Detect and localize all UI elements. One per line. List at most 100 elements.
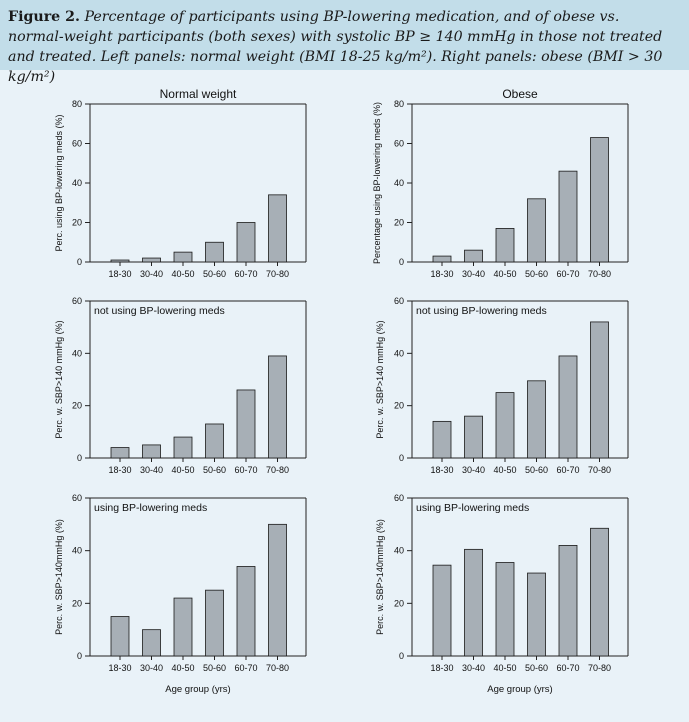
- ob_untreated-bar-18-30: [432, 420, 452, 459]
- nw_untreated-x-tick-label: 70-80: [266, 465, 289, 475]
- nw_untreated-y-tick-label: 40: [72, 348, 82, 358]
- ob_untreated-x-tick-label: 70-80: [588, 465, 611, 475]
- ob_meds-x-tick-label: 70-80: [588, 269, 611, 279]
- nw_treated-bar-70-80: [268, 523, 287, 657]
- ob_meds-title: Obese: [502, 87, 538, 101]
- ob_treated-bar-18-30: [432, 564, 452, 657]
- ob_treated-x-tick-label: 40-50: [493, 663, 516, 673]
- nw_treated-x-tick-label: 50-60: [203, 663, 226, 673]
- nw_untreated-y-tick-label: 0: [77, 453, 82, 463]
- ob_untreated-y-tick-label: 20: [394, 401, 404, 411]
- ob_treated-y-tick-label: 20: [394, 598, 404, 608]
- ob_treated-y-tick-label: 0: [399, 651, 404, 661]
- nw_treated-y-axis-label: Perc. w. SBP>140mmHg (%): [54, 519, 64, 635]
- ob_meds-x-tick-label: 30-40: [462, 269, 485, 279]
- ob_meds-x-tick-label: 40-50: [493, 269, 516, 279]
- ob_meds-bar-30-40: [464, 249, 483, 263]
- nw_meds-x-tick-label: 70-80: [266, 269, 289, 279]
- nw_meds-x-tick-label: 30-40: [140, 269, 163, 279]
- ob_meds-x-tick-label: 60-70: [556, 269, 579, 279]
- chart-grid: 0 20 40 60 80 18-30 30-40 40-50 50-60 60-70 70-80 P…: [54, 87, 629, 695]
- nw_meds-x-tick-label: 60-70: [234, 269, 257, 279]
- ob_meds-x-tick-label: 18-30: [430, 269, 453, 279]
- nw_treated-bar-30-40: [142, 629, 161, 657]
- ob_treated-annotation: using BP-lowering meds: [416, 502, 529, 514]
- nw_untreated-bar-50-60: [205, 423, 224, 459]
- nw_treated-y-tick-label: 40: [72, 546, 82, 556]
- ob_meds-y-tick-label: 0: [399, 257, 404, 267]
- nw_untreated-bar-70-80: [268, 355, 287, 459]
- ob_untreated-bar-40-50: [495, 392, 515, 459]
- nw_untreated-x-tick-label: 50-60: [203, 465, 226, 475]
- nw_treated-y-tick-label: 20: [72, 598, 82, 608]
- ob_untreated-x-tick-label: 18-30: [430, 465, 453, 475]
- ob_meds-y-tick-label: 80: [394, 99, 404, 109]
- ob_meds-y-tick-label: 60: [394, 139, 404, 149]
- ob_meds-bar-18-30: [432, 255, 452, 263]
- ob_meds-bar-50-60: [527, 198, 546, 263]
- ob_meds-y-tick-label: 40: [394, 178, 404, 188]
- nw_meds-y-tick-label: 40: [72, 178, 82, 188]
- nw_meds-y-tick-label: 60: [72, 139, 82, 149]
- nw_treated-bar-50-60: [205, 589, 224, 657]
- ob_treated-x-tick-label: 70-80: [588, 663, 611, 673]
- ob_treated-bar-50-60: [527, 572, 546, 657]
- nw_treated-x-tick-label: 60-70: [234, 663, 257, 673]
- nw_meds-x-tick-label: 40-50: [171, 269, 194, 279]
- ob_untreated-bar-70-80: [590, 321, 609, 459]
- nw_treated-bar-40-50: [173, 597, 193, 657]
- ob_untreated-annotation: not using BP-lowering meds: [416, 305, 547, 317]
- ob_treated-y-axis-label: Perc. w. SBP>140mmHg (%): [375, 519, 385, 635]
- figure-caption: Figure 2. Percentage of participants usi…: [0, 0, 689, 85]
- ob_untreated-y-tick-label: 60: [394, 296, 404, 306]
- ob_meds-y-axis-label: Percentage using BP-lowering meds (%): [372, 102, 382, 264]
- nw_treated-y-tick-label: 0: [77, 651, 82, 661]
- figure-caption-text: Percentage of participants using BP-lowe…: [8, 9, 663, 85]
- ob_untreated-x-tick-label: 30-40: [462, 465, 485, 475]
- ob_untreated-x-tick-label: 60-70: [556, 465, 579, 475]
- ob_treated-bar-40-50: [495, 562, 515, 657]
- nw_untreated-y-tick-label: 60: [72, 296, 82, 306]
- ob_meds-x-tick-label: 50-60: [525, 269, 548, 279]
- nw_untreated-bar-18-30: [110, 447, 130, 459]
- ob_untreated-bar-30-40: [464, 415, 483, 459]
- nw_meds-y-axis-label: Perc. using BP-lowering meds (%): [54, 114, 64, 251]
- nw_meds-y-tick-label: 20: [72, 218, 82, 228]
- nw_treated-x-tick-label: 18-30: [108, 663, 131, 673]
- ob_untreated-y-axis-label: Perc. w. SBP>140 mmHg (%): [375, 320, 385, 438]
- nw_untreated-bar-40-50: [173, 436, 193, 459]
- ob_untreated-x-tick-label: 50-60: [525, 465, 548, 475]
- nw_treated-bar-18-30: [110, 616, 130, 657]
- nw_untreated-y-axis-label: Perc. w. SBP>140 mmHg (%): [54, 320, 64, 438]
- nw_meds-x-tick-label: 50-60: [203, 269, 226, 279]
- nw_meds-title: Normal weight: [160, 87, 237, 101]
- nw_meds-bar-40-50: [173, 251, 193, 263]
- nw_meds-y-tick-label: 0: [77, 257, 82, 267]
- nw_untreated-x-tick-label: 60-70: [234, 465, 257, 475]
- ob_meds-bar-60-70: [558, 170, 578, 263]
- ob_treated-x-tick-label: 18-30: [430, 663, 453, 673]
- nw_treated-x-tick-label: 30-40: [140, 663, 163, 673]
- ob_meds-y-tick-label: 20: [394, 218, 404, 228]
- ob_untreated-bar-50-60: [527, 380, 546, 459]
- ob_treated-y-tick-label: 60: [394, 493, 404, 503]
- ob_treated-x-tick-label: 60-70: [556, 663, 579, 673]
- nw_meds-y-tick-label: 80: [72, 99, 82, 109]
- nw_untreated-bar-30-40: [142, 444, 161, 459]
- nw_treated-annotation: using BP-lowering meds: [94, 502, 207, 514]
- ob_treated-x-axis-label: Age group (yrs): [487, 684, 552, 695]
- ob_treated-x-tick-label: 50-60: [525, 663, 548, 673]
- nw_untreated-x-tick-label: 18-30: [108, 465, 131, 475]
- nw_untreated-bar-60-70: [236, 389, 256, 459]
- figure-label: Figure 2.: [8, 9, 80, 25]
- ob_untreated-y-tick-label: 40: [394, 348, 404, 358]
- nw_treated-x-axis-label: Age group (yrs): [165, 684, 230, 695]
- ob_treated-x-tick-label: 30-40: [462, 663, 485, 673]
- nw_meds-bar-60-70: [236, 222, 256, 263]
- nw_treated-y-tick-label: 60: [72, 493, 82, 503]
- ob_treated-y-tick-label: 40: [394, 546, 404, 556]
- nw_meds-bar-30-40: [142, 257, 161, 263]
- ob_untreated-y-tick-label: 0: [399, 453, 404, 463]
- nw_untreated-x-tick-label: 40-50: [171, 465, 194, 475]
- nw_treated-x-tick-label: 70-80: [266, 663, 289, 673]
